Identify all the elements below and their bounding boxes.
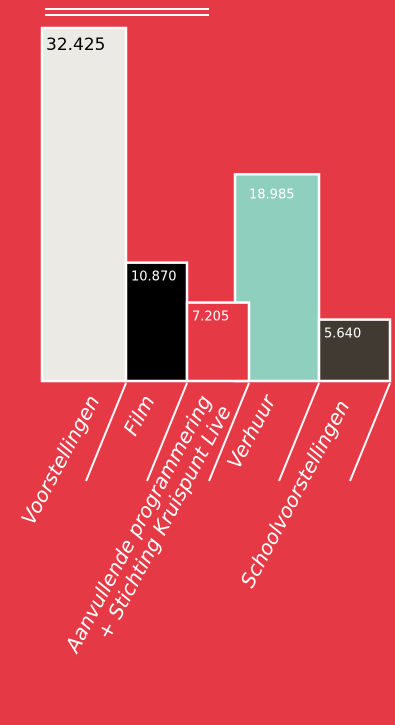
- category-label: Film: [118, 391, 159, 439]
- bar-4: [317, 318, 392, 383]
- value-label: 5.640: [324, 327, 361, 342]
- axis-tick: [146, 382, 188, 482]
- axis-tick: [208, 382, 250, 482]
- bar-2: [185, 301, 251, 383]
- category-label-line: Verhuur: [222, 390, 281, 473]
- category-label: Verhuur: [222, 390, 281, 473]
- axis-tick: [85, 382, 127, 482]
- category-label-line: Film: [118, 391, 159, 439]
- bar-0: [40, 26, 128, 383]
- category-label: Voorstellingen: [16, 391, 104, 528]
- value-label: 7.205: [192, 310, 229, 325]
- value-label: 32.425: [46, 35, 105, 55]
- axis-tick: [278, 382, 320, 482]
- value-label: 10.870: [131, 270, 177, 285]
- value-label: 18.985: [249, 187, 295, 202]
- category-label-line: Voorstellingen: [16, 391, 104, 528]
- axis-tick: [349, 382, 391, 482]
